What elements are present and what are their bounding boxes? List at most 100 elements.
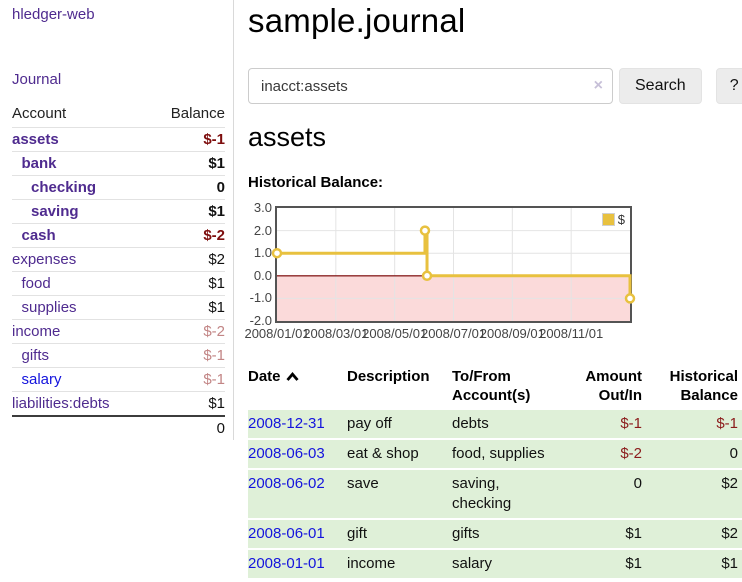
account-link[interactable]: assets: [12, 131, 59, 148]
main-content: sample.journal × Search ? assets Histori…: [244, 0, 742, 582]
y-axis-tick-label: 1.0: [253, 245, 272, 261]
sidebar-account-row: saving $1: [12, 199, 225, 223]
brand-link[interactable]: hledger-web: [12, 6, 95, 23]
account-balance: $-1: [203, 131, 225, 148]
account-balance: $2: [208, 251, 225, 268]
accounts-header-account: Account: [12, 105, 67, 122]
date-link[interactable]: 2008-06-03: [248, 445, 325, 462]
date-link[interactable]: 2008-01-01: [248, 555, 325, 572]
column-header-amount: Amount Out/In: [585, 368, 642, 404]
account-balance: $1: [208, 203, 225, 220]
accounts-cell: saving, checking: [452, 475, 512, 512]
account-link[interactable]: supplies: [21, 299, 77, 316]
amount-cell: $-1: [620, 415, 642, 432]
accounts-cell: gifts: [452, 525, 480, 542]
sidebar-account-row: gifts $-1: [12, 343, 225, 367]
balance-cell: $1: [721, 555, 738, 572]
sidebar-divider: [233, 0, 234, 440]
accounts-cell: salary: [452, 555, 493, 572]
balance-cell: $2: [721, 475, 738, 492]
search-button[interactable]: Search: [619, 68, 702, 104]
accounts-header-balance: Balance: [170, 105, 225, 122]
y-axis-tick-label: 2.0: [253, 222, 272, 238]
account-link[interactable]: expenses: [12, 251, 77, 268]
column-header-description: Description: [347, 368, 430, 385]
balance-cell: 0: [729, 445, 738, 462]
account-link[interactable]: checking: [31, 179, 97, 196]
chart-legend: $: [599, 211, 627, 228]
account-link[interactable]: cash: [21, 227, 56, 244]
x-axis-tick-label: 2008/03/01: [303, 326, 369, 341]
register-row: 2008-06-03 eat & shop food, supplies $-2 0: [248, 440, 742, 468]
date-link[interactable]: 2008-06-01: [248, 525, 325, 542]
account-link[interactable]: saving: [31, 203, 79, 220]
date-link[interactable]: 2008-06-02: [248, 475, 325, 492]
help-button[interactable]: ?: [715, 68, 742, 104]
account-balance: $1: [208, 395, 225, 412]
column-header-balance: Historical Balance: [669, 368, 738, 404]
account-link[interactable]: bank: [21, 155, 57, 172]
search-box: ×: [248, 68, 613, 104]
account-link[interactable]: gifts: [21, 347, 50, 364]
sidebar-account-row: salary $-1: [12, 367, 225, 391]
page-title: sample.journal: [248, 2, 466, 39]
register-row: 2008-01-01 income salary $1 $1: [248, 550, 742, 578]
clear-search-icon[interactable]: ×: [593, 77, 603, 94]
y-axis-tick-label: -2.0: [249, 313, 272, 328]
account-balance: $-2: [203, 227, 225, 244]
account-link[interactable]: liabilities:debts: [12, 395, 110, 412]
amount-cell: $-2: [620, 445, 642, 462]
account-balance: $-2: [203, 323, 225, 340]
x-axis-tick-label: 2008/09/01: [479, 326, 545, 341]
balance-cell: $2: [721, 525, 738, 542]
legend-label: $: [617, 212, 625, 227]
column-header-date[interactable]: Date: [248, 367, 347, 408]
chart-canvas: [271, 208, 636, 321]
sidebar-account-row: assets $-1: [12, 127, 225, 151]
sidebar-total-value: 0: [216, 420, 225, 437]
amount-cell: $1: [625, 555, 642, 572]
y-axis-tick-label: -1.0: [249, 290, 272, 306]
sidebar-account-row: checking 0: [12, 175, 225, 199]
account-balance: 0: [216, 179, 225, 196]
x-axis-tick-label: 2008/05/01: [362, 326, 428, 341]
description-cell: save: [347, 475, 379, 492]
sidebar-account-row: cash $-2: [12, 223, 225, 247]
register-header-row: Date Description To/From Account(s) Amou…: [248, 367, 742, 408]
amount-cell: 0: [633, 475, 642, 492]
sidebar-item-journal[interactable]: Journal: [12, 71, 62, 88]
sidebar-account-row: food $1: [12, 271, 225, 295]
sidebar-account-row: liabilities:debts $1: [12, 391, 225, 415]
account-link[interactable]: food: [21, 275, 51, 292]
column-header-accounts: To/From Account(s): [452, 368, 531, 404]
sidebar-account-row: bank $1: [12, 151, 225, 175]
sidebar-account-row: expenses $2: [12, 247, 225, 271]
description-cell: gift: [347, 525, 368, 542]
sidebar-total-row: 0: [12, 415, 225, 440]
balance-chart: $ 3.0 2.0 1.0 0.0 -1.0 -2.0 2008/01/01 2008/03/…: [244, 200, 708, 348]
register-table: Date Description To/From Account(s) Amou…: [248, 365, 742, 580]
sidebar-account-row: supplies $1: [12, 295, 225, 319]
sort-asc-icon: [285, 372, 299, 381]
account-balance: $1: [208, 299, 225, 316]
account-balance: $-1: [203, 371, 225, 388]
accounts-cell: food, supplies: [452, 445, 545, 462]
account-link[interactable]: income: [12, 323, 61, 340]
y-axis-tick-label: 3.0: [253, 200, 272, 215]
account-link[interactable]: salary: [21, 371, 62, 388]
account-balance: $-1: [203, 347, 225, 364]
sidebar-account-row: income $-2: [12, 319, 225, 343]
x-axis-tick-label: 2008/07/01: [420, 326, 487, 341]
search-input[interactable]: [248, 68, 613, 104]
chart-plot-area: $: [271, 206, 636, 323]
chart-title: Historical Balance:: [248, 174, 384, 191]
sidebar-accounts-table: Account Balance assets $-1 bank $1 checking 0…: [12, 102, 225, 440]
register-row: 2008-12-31 pay off debts $-1 $-1: [248, 410, 742, 438]
description-cell: eat & shop: [347, 445, 419, 462]
description-cell: income: [347, 555, 396, 572]
x-axis-tick-label: 2008/11/01: [539, 326, 604, 341]
amount-cell: $1: [625, 525, 642, 542]
date-link[interactable]: 2008-12-31: [248, 415, 325, 432]
account-balance: $1: [208, 275, 225, 292]
